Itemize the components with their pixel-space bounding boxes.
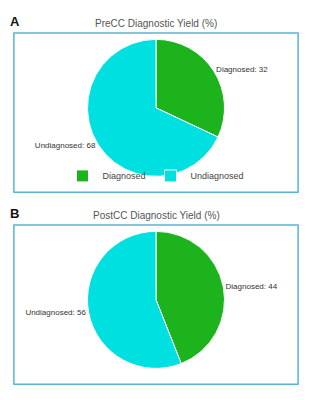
svg-text:Diagnosed: 44: Diagnosed: 44: [226, 282, 278, 291]
svg-text:PreCC Diagnostic Yield (%): PreCC Diagnostic Yield (%): [95, 18, 217, 29]
svg-text:Undiagnosed: Undiagnosed: [191, 171, 244, 181]
svg-text:B: B: [10, 206, 19, 221]
svg-text:Diagnosed: 32: Diagnosed: 32: [216, 65, 268, 74]
svg-text:Undiagnosed: 68: Undiagnosed: 68: [35, 141, 96, 150]
svg-text:A: A: [10, 14, 20, 29]
svg-text:Diagnosed: Diagnosed: [103, 171, 146, 181]
svg-text:PostCC Diagnostic Yield (%): PostCC Diagnostic Yield (%): [93, 210, 220, 221]
svg-text:Undiagnosed: 56: Undiagnosed: 56: [25, 308, 86, 317]
